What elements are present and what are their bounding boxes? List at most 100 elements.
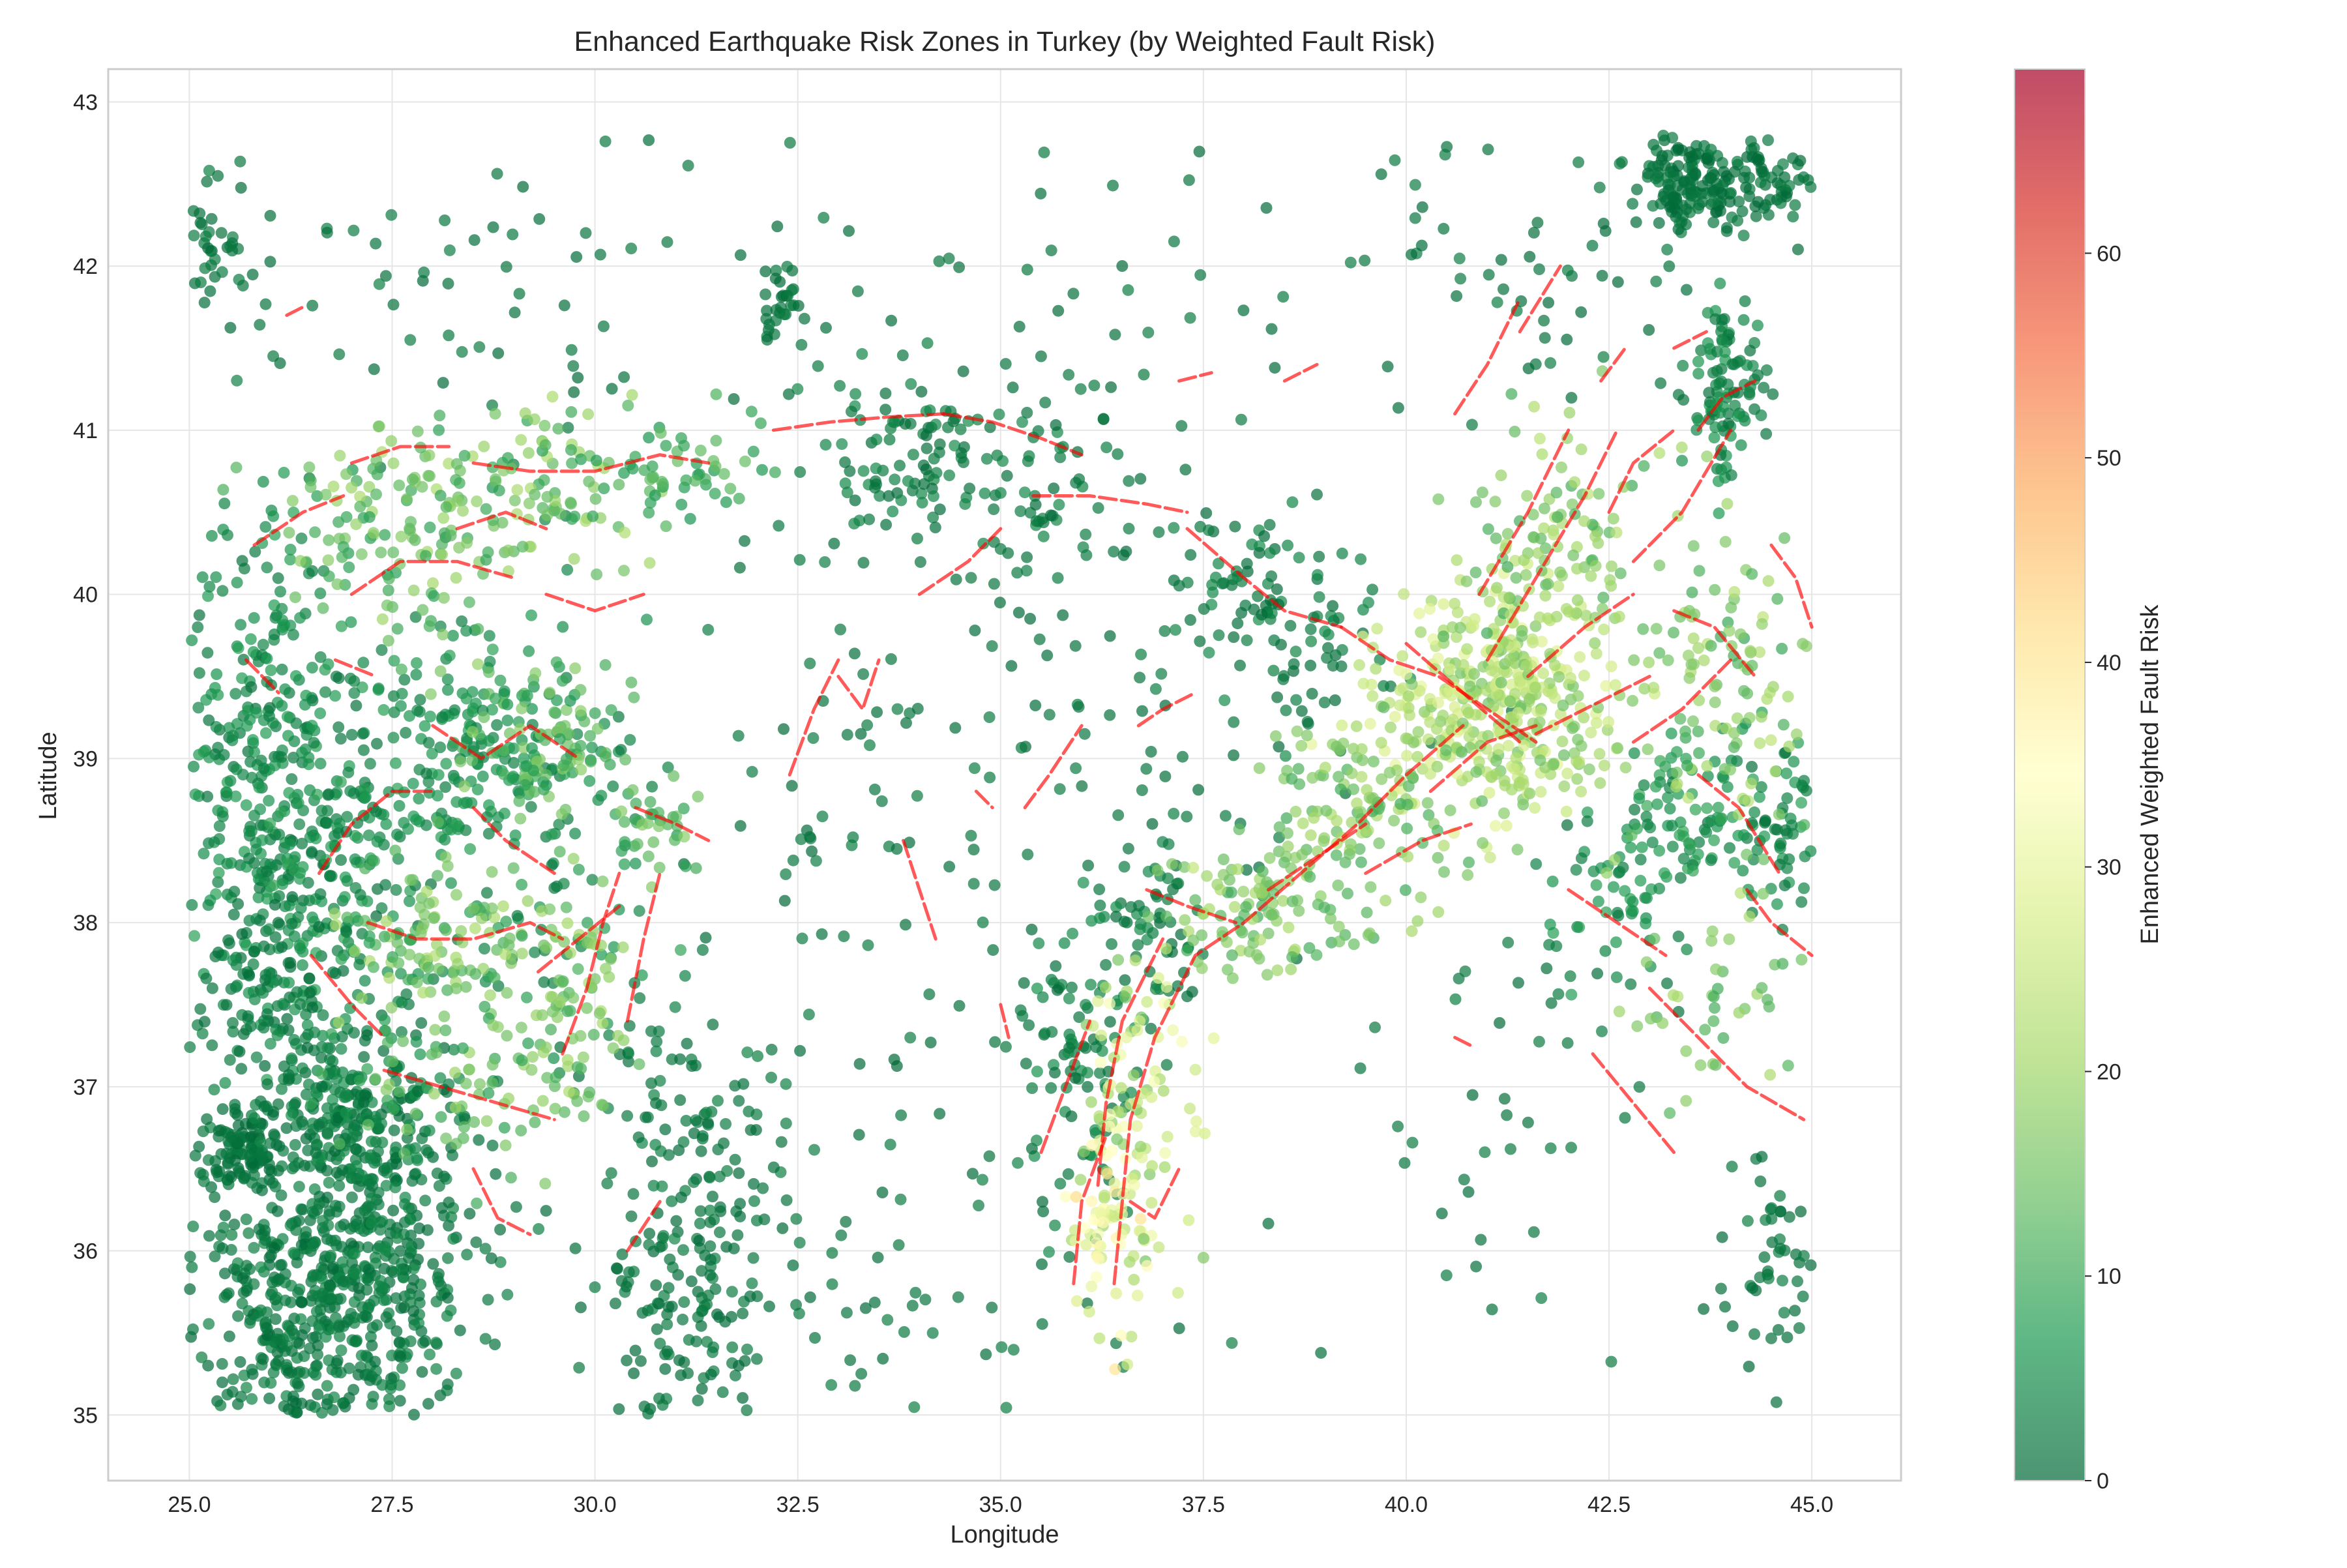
scatter-point	[1093, 883, 1105, 895]
scatter-point	[378, 1263, 390, 1275]
scatter-point	[370, 1073, 381, 1085]
scatter-point	[1168, 808, 1179, 820]
scatter-point	[440, 925, 452, 936]
scatter-point	[368, 961, 379, 973]
scatter-point	[1598, 623, 1610, 635]
scatter-point	[1226, 949, 1238, 961]
scatter-point	[1295, 740, 1307, 752]
scatter-point	[1285, 964, 1297, 975]
scatter-point	[1612, 276, 1624, 288]
scatter-point	[248, 1242, 259, 1254]
scatter-point	[336, 953, 347, 965]
scatter-point	[1001, 470, 1013, 482]
scatter-point	[348, 675, 360, 687]
scatter-point	[1663, 260, 1675, 272]
scatter-point	[1288, 658, 1300, 670]
scatter-point	[1314, 591, 1325, 603]
scatter-point	[1565, 1142, 1577, 1153]
scatter-point	[1331, 741, 1342, 752]
scatter-point	[1067, 288, 1079, 299]
scatter-point	[895, 1194, 907, 1206]
scatter-point	[1194, 636, 1205, 647]
scatter-point	[1333, 771, 1344, 782]
scatter-point	[1572, 156, 1584, 168]
scatter-point	[853, 1129, 865, 1141]
scatter-point	[194, 207, 205, 219]
scatter-point	[283, 787, 295, 799]
scatter-point	[1795, 797, 1807, 808]
scatter-point	[1683, 672, 1695, 684]
scatter-point	[379, 879, 391, 891]
scatter-point	[1717, 1232, 1728, 1243]
scatter-point	[930, 419, 941, 430]
scatter-point	[300, 1226, 312, 1237]
scatter-point	[1150, 683, 1162, 695]
scatter-point	[276, 700, 288, 712]
scatter-point	[1020, 1058, 1032, 1069]
scatter-point	[1762, 134, 1774, 146]
scatter-point	[681, 1115, 692, 1127]
scatter-point	[1477, 837, 1488, 849]
scatter-point	[1535, 786, 1547, 798]
scatter-point	[260, 727, 272, 739]
scatter-point	[1661, 977, 1673, 989]
scatter-point	[430, 1337, 442, 1348]
scatter-point	[559, 299, 570, 311]
scatter-point	[1589, 637, 1601, 649]
scatter-point	[533, 1223, 544, 1235]
scatter-point	[272, 1029, 284, 1041]
scatter-point	[407, 810, 419, 822]
scatter-point	[748, 1195, 760, 1207]
scatter-point	[987, 944, 999, 956]
scatter-point	[244, 915, 256, 926]
scatter-point	[1662, 655, 1674, 666]
scatter-point	[984, 772, 996, 784]
scatter-point	[1641, 893, 1653, 904]
scatter-point	[522, 895, 534, 907]
scatter-point	[1591, 717, 1602, 729]
scatter-point	[293, 1181, 305, 1192]
scatter-point	[459, 780, 471, 792]
scatter-point	[222, 1157, 234, 1169]
scatter-point	[274, 585, 286, 597]
scatter-point	[1452, 606, 1464, 618]
scatter-point	[1780, 824, 1792, 836]
scatter-point	[1348, 784, 1359, 795]
scatter-point	[481, 887, 493, 898]
scatter-point	[1752, 151, 1764, 163]
scatter-point	[1124, 1256, 1136, 1268]
scatter-point	[1614, 158, 1626, 170]
scatter-point	[1477, 486, 1488, 498]
scatter-point	[359, 975, 371, 986]
scatter-point	[1035, 351, 1047, 362]
scatter-point	[328, 1391, 340, 1403]
scatter-point	[1355, 554, 1366, 565]
scatter-point	[321, 1165, 333, 1177]
scatter-point	[364, 758, 376, 769]
scatter-point	[472, 623, 484, 635]
scatter-point	[1614, 1005, 1625, 1017]
scatter-point	[1155, 668, 1167, 680]
scatter-point	[1713, 377, 1725, 389]
scatter-point	[473, 1134, 484, 1146]
scatter-point	[696, 1320, 707, 1332]
scatter-point	[915, 556, 926, 568]
scatter-point	[186, 1262, 198, 1273]
scatter-point	[497, 900, 509, 912]
scatter-point	[820, 322, 832, 334]
scatter-point	[349, 1312, 361, 1324]
scatter-point	[1123, 523, 1135, 535]
scatter-point	[1057, 610, 1069, 621]
scatter-point	[893, 1239, 905, 1251]
scatter-point	[1777, 158, 1789, 170]
scatter-point	[690, 1336, 702, 1348]
scatter-point	[601, 1177, 613, 1189]
scatter-point	[524, 497, 535, 509]
scatter-point	[1724, 764, 1736, 776]
scatter-point	[1380, 895, 1391, 906]
scatter-point	[347, 225, 359, 237]
scatter-point	[404, 949, 415, 960]
scatter-point	[245, 633, 257, 645]
scatter-point	[340, 1107, 352, 1119]
scatter-point	[1254, 762, 1265, 774]
